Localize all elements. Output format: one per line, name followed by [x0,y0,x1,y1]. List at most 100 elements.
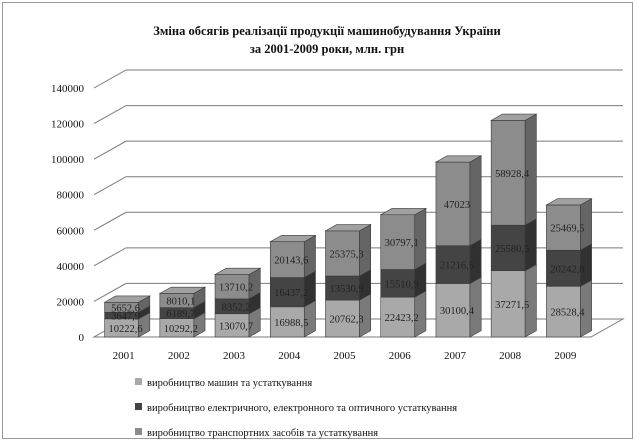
chart-title-line-2: за 2001-2009 роки, млн. грн [250,42,404,56]
x-tick-2005: 2005 [334,350,357,362]
data-label-2008-s3: 58928,4 [495,169,530,180]
bar-segment-2005-s1 [325,293,372,338]
y-axis-ticks: 0 20000 40000 60000 80000 100000 120000 140000 [51,83,85,344]
data-label-2002-s2: 6189,7 [166,309,195,320]
bar-segment-2006-s3 [379,207,428,271]
y-tick-label: 120000 [51,119,85,131]
bar-segment-2007-s1 [435,276,482,338]
bar-front [325,275,360,301]
x-tick-2004: 2004 [278,350,301,362]
x-tick-2003: 2003 [223,350,246,362]
legend-swatch-2 [135,403,142,410]
data-label-2003-s1: 13070,7 [219,321,253,332]
x-axis-ticks: 2001 2002 2003 2004 2005 2006 2007 2008 2009 [113,350,577,362]
data-label-2007-s1: 30100,4 [440,306,475,317]
data-label-2008-s1: 37271,5 [495,300,529,311]
data-label-2007-s3: 47023 [444,200,470,211]
bar-front [269,277,305,308]
y-tick-label: 100000 [51,154,85,166]
legend-label-1: виробництво машин та устаткування [147,378,312,389]
x-tick-2009: 2009 [554,350,577,362]
bar-segment-2003-s3 [213,267,262,300]
bar-segment-2004-s1 [269,299,316,338]
bar-front [380,296,416,338]
chart-title-line-1: Зміна обсягів реалізації продукції машин… [153,24,500,38]
bar-segment-2002-s3 [158,286,207,309]
bar-segment-2005-s2 [325,269,372,301]
bar-segment-2005-s3 [324,224,372,277]
bar-segment-2002-s1 [159,311,206,338]
y-tick-label: 60000 [57,225,85,237]
data-label-2001-s2: 3647,9 [111,312,140,323]
gridline [93,69,623,89]
data-label-2001-s1: 10222,6 [109,324,143,335]
bar-segment-2006-s1 [380,290,427,338]
bar-top [379,208,428,216]
legend-label-3: виробництво транспортних засобів та уста… [147,428,378,439]
bar-segment-2004-s2 [269,270,316,308]
data-label-2002-s1: 10292,2 [164,324,198,335]
data-label-2003-s3: 13710,2 [219,283,253,294]
y-tick-label: 80000 [57,190,85,202]
bar-segment-2007-s3 [434,155,483,247]
bar-front [325,299,360,338]
y-tick-label: 140000 [51,83,85,95]
bar-segment-2008-s2 [490,218,537,272]
x-tick-2008: 2008 [499,350,522,362]
data-label-2006-s1: 22423,2 [385,313,419,324]
data-label-2003-s2: 8352,2 [222,302,251,313]
data-label-2005-s1: 20762,3 [329,315,363,326]
x-tick-2006: 2006 [389,350,412,362]
bar-front [546,249,581,287]
bar-segment-2007-s2 [435,238,482,284]
data-label-2001-s3: 5652,6 [111,303,140,314]
bar-front [435,161,471,247]
bar-top [434,155,483,163]
bars-layer [103,113,593,338]
bar-segment-2008-s1 [490,263,537,338]
bar-front [546,285,581,338]
bar-top [269,235,317,243]
stacked-bar-chart: Зміна обсягів реалізації продукції машин… [51,24,625,439]
data-label-2009-s3: 25469,5 [550,224,584,235]
data-label-2009-s1: 28528,4 [550,308,585,319]
data-label-2004-s1: 16988,5 [274,318,308,329]
data-label-2009-s2: 20242,8 [550,264,584,275]
legend-swatch-3 [135,428,142,435]
x-tick-2001: 2001 [113,350,135,362]
gridline [93,176,623,196]
bar-front [490,224,526,272]
data-label-2006-s3: 30797,1 [385,238,419,249]
bar-front [269,306,305,338]
y-tick-label: 20000 [57,296,85,308]
data-label-2002-s3: 8010,1 [166,297,195,308]
gridline [93,105,623,125]
x-tick-2007: 2007 [444,350,467,362]
bar-segment-2008-s3 [490,113,538,226]
x-tick-2002: 2002 [168,350,190,362]
bar-top [324,224,372,232]
legend: виробництво машин та устаткування виробни… [135,378,457,439]
bar-front [269,241,305,278]
bar-segment-2001-s3 [103,295,151,313]
data-label-2007-s2: 21216,5 [440,261,474,272]
bar-top [158,286,207,294]
legend-swatch-1 [135,378,142,385]
data-label-2005-s3: 25375,3 [329,249,363,260]
gridline [93,140,623,160]
bar-side [469,155,482,247]
legend-label-2: виробництво електричного, електронного т… [147,403,457,414]
bar-segment-2009-s3 [545,198,593,251]
bar-top [545,198,593,206]
y-tick-label: 0 [79,332,85,344]
bar-front [380,269,416,298]
data-label-2004-s2: 16437,2 [274,288,308,299]
bar-top [103,295,151,303]
bar-segment-2009-s1 [546,279,592,338]
data-label-2006-s2: 15510,9 [385,279,419,290]
data-label-2008-s2: 25580,5 [495,244,529,255]
bar-segment-2009-s2 [546,243,592,287]
y-tick-label: 40000 [57,261,85,273]
bar-front [380,214,416,270]
